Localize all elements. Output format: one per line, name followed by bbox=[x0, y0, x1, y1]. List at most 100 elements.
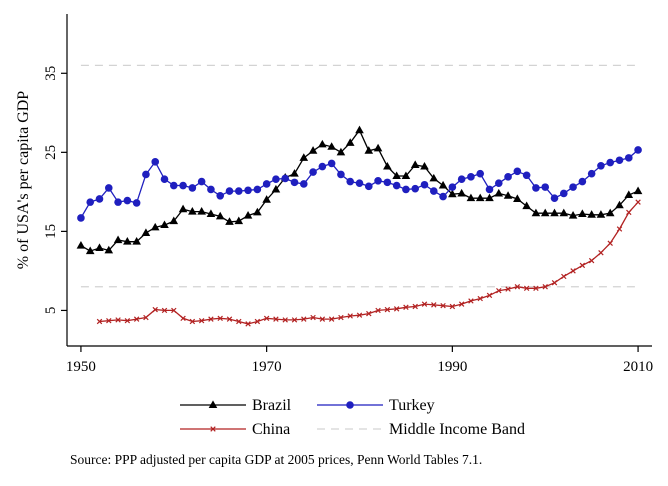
china-point bbox=[431, 302, 437, 308]
turkey-point bbox=[132, 199, 141, 207]
china-point bbox=[375, 307, 381, 314]
turkey-point bbox=[104, 184, 113, 192]
turkey-point bbox=[513, 167, 522, 176]
brazil-point bbox=[160, 220, 169, 229]
china-point bbox=[143, 314, 149, 321]
china-point bbox=[338, 314, 344, 321]
turkey-point bbox=[364, 182, 373, 191]
turkey-point bbox=[559, 189, 568, 198]
brazil-point bbox=[485, 193, 494, 202]
china-point bbox=[542, 283, 548, 290]
china-point bbox=[217, 315, 223, 322]
brazil-point bbox=[345, 138, 355, 146]
legend-item-middle-income-band: Middle Income Band bbox=[317, 421, 525, 438]
brazil-point bbox=[457, 188, 466, 197]
turkey-point bbox=[142, 170, 150, 179]
turkey-point bbox=[541, 183, 550, 191]
turkey-point bbox=[411, 184, 420, 193]
turkey-point bbox=[188, 184, 197, 192]
turkey-point bbox=[355, 179, 364, 187]
turkey-point bbox=[457, 175, 466, 184]
series-lines bbox=[76, 125, 643, 327]
brazil-line bbox=[80, 128, 639, 252]
turkey-point bbox=[634, 146, 642, 154]
turkey-point bbox=[299, 180, 308, 188]
china-point bbox=[496, 287, 502, 294]
brazil-point bbox=[308, 146, 318, 154]
brazil-point bbox=[104, 245, 114, 254]
brazil-point bbox=[327, 142, 336, 150]
turkey-point bbox=[327, 159, 336, 168]
brazil-point bbox=[587, 210, 596, 218]
china-point bbox=[366, 310, 372, 317]
china-line bbox=[99, 201, 639, 325]
turkey-point bbox=[569, 183, 577, 191]
brazil-point bbox=[299, 153, 309, 161]
turkey-point bbox=[77, 214, 85, 222]
turkey-point bbox=[318, 162, 327, 171]
turkey-point bbox=[95, 195, 104, 203]
y-tick-label: 15 bbox=[43, 224, 59, 239]
brazil-point bbox=[262, 195, 271, 203]
brazil-point bbox=[95, 243, 104, 251]
turkey-point bbox=[197, 177, 206, 186]
china-point bbox=[412, 303, 418, 310]
turkey-point bbox=[439, 192, 447, 201]
turkey-point bbox=[179, 181, 187, 190]
turkey-point bbox=[504, 173, 512, 181]
china-point bbox=[505, 286, 511, 292]
axes bbox=[66, 14, 652, 347]
brazil-point bbox=[540, 208, 550, 217]
turkey-point bbox=[392, 181, 401, 190]
china-point bbox=[533, 285, 539, 292]
brazil-point bbox=[559, 208, 569, 217]
turkey-point bbox=[532, 184, 540, 192]
brazil-point bbox=[494, 188, 504, 197]
brazil-point bbox=[271, 184, 281, 193]
china-point bbox=[161, 307, 168, 314]
china-point bbox=[106, 317, 112, 324]
brazil-point bbox=[475, 193, 485, 202]
brazil-point bbox=[401, 171, 411, 180]
turkey-point bbox=[494, 179, 503, 187]
turkey-point bbox=[374, 176, 382, 185]
china-point bbox=[226, 316, 233, 322]
brazil-point bbox=[169, 216, 179, 225]
china-point bbox=[236, 318, 242, 325]
china-point bbox=[208, 316, 214, 322]
china-point bbox=[477, 295, 483, 302]
x-tick-label: 1950 bbox=[66, 359, 96, 375]
turkey-point bbox=[485, 185, 494, 194]
turkey-point bbox=[234, 187, 243, 195]
brazil-point bbox=[531, 208, 541, 217]
brazil-point bbox=[253, 207, 262, 216]
brazil-point bbox=[85, 246, 95, 255]
brazil-point bbox=[150, 222, 160, 231]
brazil-point bbox=[420, 161, 429, 170]
turkey-point bbox=[169, 181, 178, 190]
china-point bbox=[393, 306, 400, 312]
legend-label: Middle Income Band bbox=[389, 421, 525, 438]
china-point bbox=[152, 306, 158, 313]
china-point bbox=[189, 318, 196, 325]
y-tick-label: 5 bbox=[43, 307, 59, 315]
brazil-point bbox=[318, 139, 327, 148]
turkey-point bbox=[624, 154, 633, 162]
turkey-point bbox=[253, 185, 262, 194]
china-point bbox=[180, 315, 186, 322]
turkey-point bbox=[86, 198, 95, 206]
brazil-point bbox=[438, 180, 448, 189]
turkey-point bbox=[448, 183, 457, 191]
china-point bbox=[171, 307, 177, 314]
x-tick-label: 1990 bbox=[437, 359, 467, 375]
y-axis-title: % of USA's per capita GDP bbox=[15, 91, 32, 270]
series-china bbox=[96, 199, 641, 327]
china-point bbox=[347, 313, 353, 319]
turkey-point bbox=[114, 198, 122, 206]
turkey-point bbox=[346, 177, 355, 186]
brazil-point bbox=[123, 237, 132, 245]
china-point bbox=[626, 209, 632, 216]
legend-label: Brazil bbox=[252, 397, 292, 414]
brazil-point bbox=[373, 143, 383, 152]
legend-label: Turkey bbox=[389, 397, 435, 414]
